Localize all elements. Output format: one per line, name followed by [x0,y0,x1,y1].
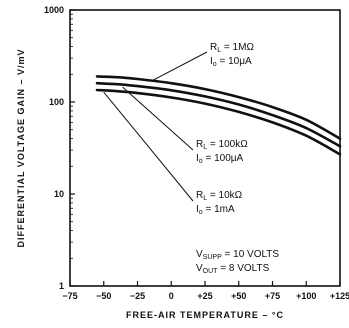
series-2-current-label: Io = 100μA [196,153,244,165]
series-1-resistance-sub: L [217,47,221,54]
x-tick-label: −25 [130,291,145,301]
x-tick-label: +75 [265,291,280,301]
series-3-resistance-sub: L [203,195,207,202]
series-1-resistance-value: 1MΩ [233,42,255,53]
output-voltage-value: = 8 VOLTS [220,263,269,274]
series-3-current-label: Io = 1mA [196,204,235,216]
series-1-current-label: Io = 10μA [210,56,252,68]
output-voltage-condition: VOUT = 8 VOLTS [196,263,270,275]
supply-voltage-value: = 10 VOLTS [225,249,280,260]
x-tick-label: +25 [197,291,212,301]
y-tick-label: 10 [54,189,64,199]
leader-lines [103,51,208,202]
series-2-current-sub: o [199,158,203,165]
y-tick-label: 1000 [44,5,64,15]
series-2-resistance-sub: L [203,144,207,151]
series-1-line [95,75,342,140]
series-2-current-value: 100μA [214,153,243,164]
output-voltage-sub: OUT [203,268,219,275]
x-axis-title: FREE-AIR TEMPERATURE – °C [126,310,284,320]
x-tick-label: +100 [296,291,316,301]
x-tick-label: −75 [62,291,77,301]
series-1-leader-line [152,51,208,82]
y-tick-label: 1 [59,281,64,291]
series-1-resistance-label: RL = 1MΩ [210,42,254,54]
y-tick-label: 100 [49,97,64,107]
tick-marks [69,9,341,287]
series-3-current-value: 1mA [214,204,235,215]
test-conditions: VSUPP = 10 VOLTS VOUT = 8 VOLTS [196,249,279,275]
series [95,75,342,156]
output-voltage-symbol: V [196,263,203,274]
supply-voltage-condition: VSUPP = 10 VOLTS [196,249,279,261]
series-3-line [95,88,342,156]
x-tick-label: −50 [96,291,111,301]
x-tick-label: +50 [231,291,246,301]
series-3-resistance-label: RL = 10kΩ [196,190,243,202]
series-2-resistance-value: 100kΩ [219,139,249,150]
series-3-current-sub: o [199,209,203,216]
supply-voltage-symbol: V [196,249,203,260]
series-2-resistance-label: RL = 100kΩ [196,139,248,151]
series-3-resistance-value: 10kΩ [219,190,243,201]
series-labels: RL = 1MΩ Io = 10μA RL = 100kΩ Io = 100μA… [196,42,254,216]
x-tick-label: +125 [330,291,349,301]
series-3-leader-line [103,91,194,202]
series-1-current-value: 10μA [228,56,252,67]
x-tick-label: 0 [169,291,174,301]
supply-voltage-sub: SUPP [203,254,222,261]
series-1-current-sub: o [213,61,217,68]
tick-labels: −75 −50 −25 0 +25 +50 +75 +100 +125 1 10 100 1000 [44,5,349,301]
y-axis-title: DIFFERENTIAL VOLTAGE GAIN – V/mV [16,48,26,247]
series-2-leader-line [122,86,194,151]
series-2-line [95,81,342,148]
